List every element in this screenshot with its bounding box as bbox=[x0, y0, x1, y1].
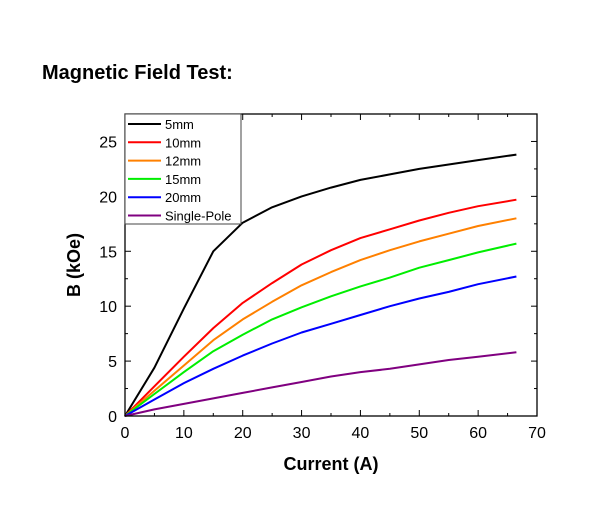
series-line-20mm bbox=[124, 275, 517, 417]
y-tick-label: 0 bbox=[108, 409, 117, 426]
x-tick-label: 60 bbox=[469, 425, 487, 442]
x-tick-label: 70 bbox=[528, 425, 546, 442]
y-axis-label: B (kOe) bbox=[64, 233, 84, 297]
x-tick-label: 10 bbox=[175, 425, 193, 442]
y-tick-label: 10 bbox=[99, 299, 117, 316]
series-line-single-pole bbox=[124, 351, 517, 417]
legend-label: Single-Pole bbox=[165, 209, 232, 224]
y-tick-label: 5 bbox=[108, 354, 117, 371]
series-line-10mm bbox=[124, 198, 517, 417]
legend-label: 15mm bbox=[165, 172, 201, 187]
series-line-5mm bbox=[124, 153, 517, 417]
x-axis-label: Current (A) bbox=[284, 454, 379, 474]
x-tick-label: 40 bbox=[352, 425, 370, 442]
series-line-15mm bbox=[124, 242, 517, 417]
legend-box bbox=[124, 113, 242, 225]
x-tick-label: 0 bbox=[121, 425, 130, 442]
x-tick-label: 30 bbox=[293, 425, 311, 442]
plot-frame bbox=[124, 113, 538, 417]
legend-label: 20mm bbox=[165, 190, 201, 205]
legend-label: 10mm bbox=[165, 135, 201, 150]
series-line-12mm bbox=[124, 217, 517, 417]
page-title: Magnetic Field Test: bbox=[42, 62, 233, 84]
x-tick-label: 20 bbox=[234, 425, 252, 442]
legend-label: 5mm bbox=[165, 117, 194, 132]
x-tick-label: 50 bbox=[410, 425, 428, 442]
y-tick-label: 25 bbox=[99, 134, 117, 151]
legend-label: 12mm bbox=[165, 154, 201, 169]
y-tick-label: 15 bbox=[99, 244, 117, 261]
y-tick-label: 20 bbox=[99, 189, 117, 206]
